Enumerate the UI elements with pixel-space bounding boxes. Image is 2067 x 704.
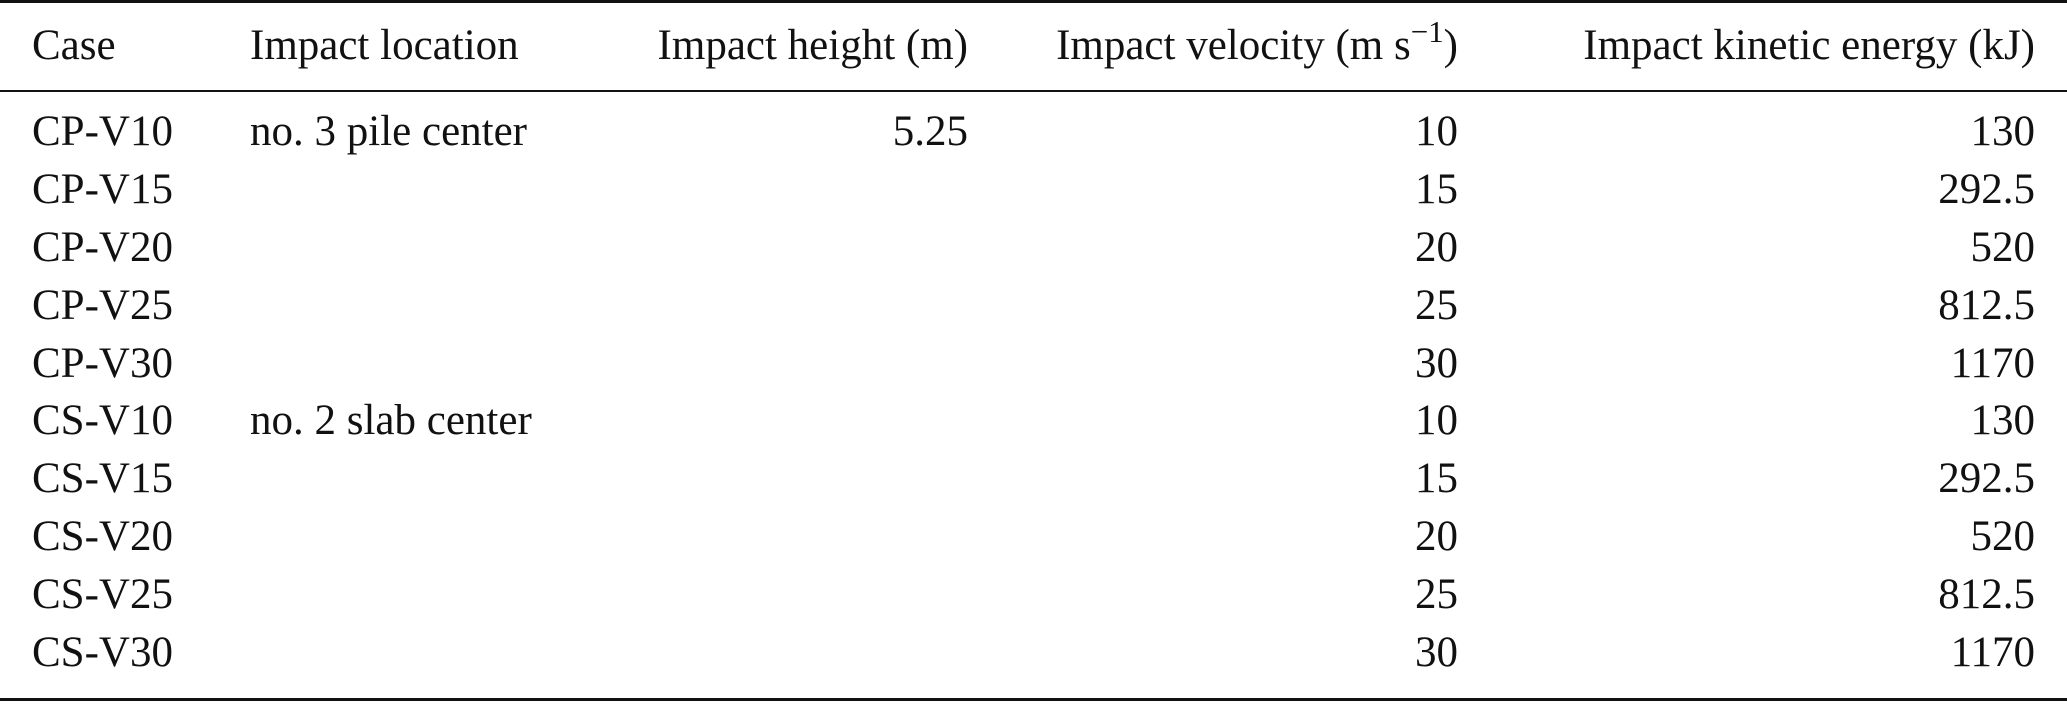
cell-location [230, 508, 600, 566]
cell-energy: 130 [1970, 108, 2036, 156]
table-row: CS-V20 20 520 [0, 508, 2067, 566]
cell-case: CS-V10 [32, 397, 173, 445]
cell-velocity: 20 [1415, 223, 1458, 271]
cell-velocity: 30 [1415, 339, 1458, 387]
cell-case: CS-V25 [32, 570, 173, 618]
header-velocity: Impact velocity (m s−1) [1000, 0, 1490, 91]
cell-case: CP-V30 [32, 339, 173, 387]
table-row: CS-V25 25 812.5 [0, 565, 2067, 623]
cell-location [230, 450, 600, 508]
table-top-rule [0, 0, 2067, 3]
cell-energy: 520 [1970, 512, 2036, 560]
cell-energy: 292.5 [1938, 166, 2035, 214]
cell-case: CP-V15 [32, 166, 173, 214]
cell-energy: 520 [1970, 223, 2036, 271]
cell-location [230, 161, 600, 219]
cell-case: CS-V30 [32, 628, 173, 676]
cell-location [230, 565, 600, 623]
cell-velocity: 25 [1415, 281, 1458, 329]
cell-velocity: 25 [1415, 570, 1458, 618]
cell-energy: 292.5 [1938, 455, 2035, 503]
table-row: CP-V25 25 812.5 [0, 276, 2067, 334]
cell-case: CP-V25 [32, 281, 173, 329]
table-row: CS-V30 30 1170 [0, 623, 2067, 681]
cell-height [600, 334, 1000, 392]
cell-velocity: 15 [1415, 455, 1458, 503]
cell-energy: 812.5 [1938, 570, 2035, 618]
cell-location [230, 276, 600, 334]
header-velocity-suffix: ) [1443, 22, 1458, 69]
cell-velocity: 20 [1415, 512, 1458, 560]
cell-location: no. 2 slab center [250, 397, 532, 445]
cell-height: 5.25 [892, 108, 968, 156]
header-row: Case Impact location Impact height (m) I… [0, 0, 2067, 91]
cell-case: CP-V10 [32, 108, 173, 156]
cell-height [600, 161, 1000, 219]
cell-energy: 1170 [1950, 628, 2035, 676]
header-energy: Impact kinetic energy (kJ) [1583, 22, 2035, 69]
cell-case: CS-V15 [32, 455, 173, 503]
cell-location [230, 334, 600, 392]
header-height: Impact height (m) [657, 22, 968, 69]
cell-height [600, 219, 1000, 277]
cell-velocity: 30 [1415, 628, 1458, 676]
header-velocity-prefix: Impact velocity (m s [1056, 22, 1411, 69]
table-row: CP-V30 30 1170 [0, 334, 2067, 392]
cell-location [230, 623, 600, 681]
cell-case: CS-V20 [32, 512, 173, 560]
cell-height [600, 276, 1000, 334]
table-row: CP-V10 no. 3 pile center 5.25 10 130 [0, 91, 2067, 161]
cell-location [230, 219, 600, 277]
cell-velocity: 10 [1415, 108, 1458, 156]
cell-height [600, 623, 1000, 681]
cell-location: no. 3 pile center [250, 108, 528, 156]
cell-height [600, 565, 1000, 623]
table-header-rule [0, 90, 2067, 92]
cell-energy: 1170 [1950, 339, 2035, 387]
table-header: Case Impact location Impact height (m) I… [0, 0, 2067, 91]
table-body: CP-V10 no. 3 pile center 5.25 10 130 CP-V15 15… [0, 91, 2067, 681]
header-velocity-exponent: −1 [1410, 13, 1444, 49]
cell-height [600, 392, 1000, 450]
header-case: Case [32, 22, 116, 69]
header-location: Impact location [250, 22, 519, 69]
table-row: CP-V20 20 520 [0, 219, 2067, 277]
table-row: CS-V15 15 292.5 [0, 450, 2067, 508]
cell-height [600, 450, 1000, 508]
cell-velocity: 15 [1415, 166, 1458, 214]
table-row: CP-V15 15 292.5 [0, 161, 2067, 219]
table-row: CS-V10 no. 2 slab center 10 130 [0, 392, 2067, 450]
impact-cases-table: Case Impact location Impact height (m) I… [0, 0, 2067, 681]
cell-energy: 130 [1970, 397, 2036, 445]
cell-energy: 812.5 [1938, 281, 2035, 329]
cell-velocity: 10 [1415, 397, 1458, 445]
cell-case: CP-V20 [32, 223, 173, 271]
cell-height [600, 508, 1000, 566]
table-bottom-rule [0, 698, 2067, 701]
